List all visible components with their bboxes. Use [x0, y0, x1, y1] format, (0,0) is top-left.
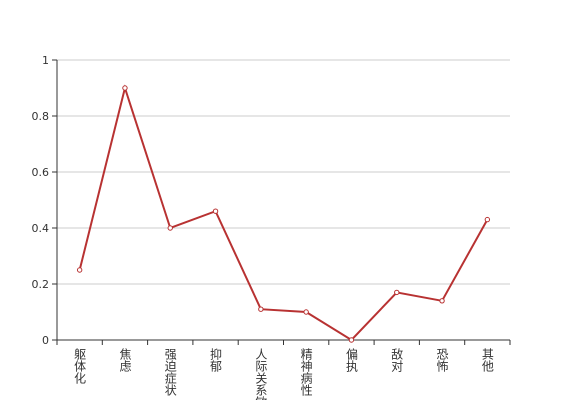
point: [303, 309, 309, 315]
line: [78, 84, 489, 342]
point: [167, 225, 173, 231]
point: [258, 306, 264, 312]
point: [439, 298, 445, 304]
x-tick-label: 其他: [480, 348, 494, 372]
point: [348, 337, 355, 343]
point: [394, 289, 400, 296]
x-tick-label: 强迫症状: [163, 348, 177, 396]
y-tick-label: 1: [42, 54, 49, 67]
x-tick-label: 敌对: [390, 347, 404, 372]
x-tick-label: 人际关系敏感: [254, 348, 268, 400]
point: [76, 267, 83, 273]
x-tick-label: 焦虑: [118, 348, 132, 372]
point: [122, 85, 128, 91]
x-tick-label: 精神病性: [299, 348, 313, 397]
x-tick-label: 抑郁: [209, 347, 223, 373]
x-tick-label: 躯体化: [73, 347, 87, 385]
y-tick-label: 0.8: [32, 110, 50, 123]
y-tick-label: 0.2: [32, 278, 50, 291]
y-tick-label: 0.4: [32, 222, 50, 235]
x-tick-label: 偏执: [344, 347, 358, 373]
point: [212, 208, 219, 214]
y-tick-label: 0.6: [32, 166, 50, 179]
x-tick-label: 恐怖: [435, 348, 449, 372]
point: [484, 216, 491, 223]
y-tick-label: 0: [42, 334, 49, 347]
